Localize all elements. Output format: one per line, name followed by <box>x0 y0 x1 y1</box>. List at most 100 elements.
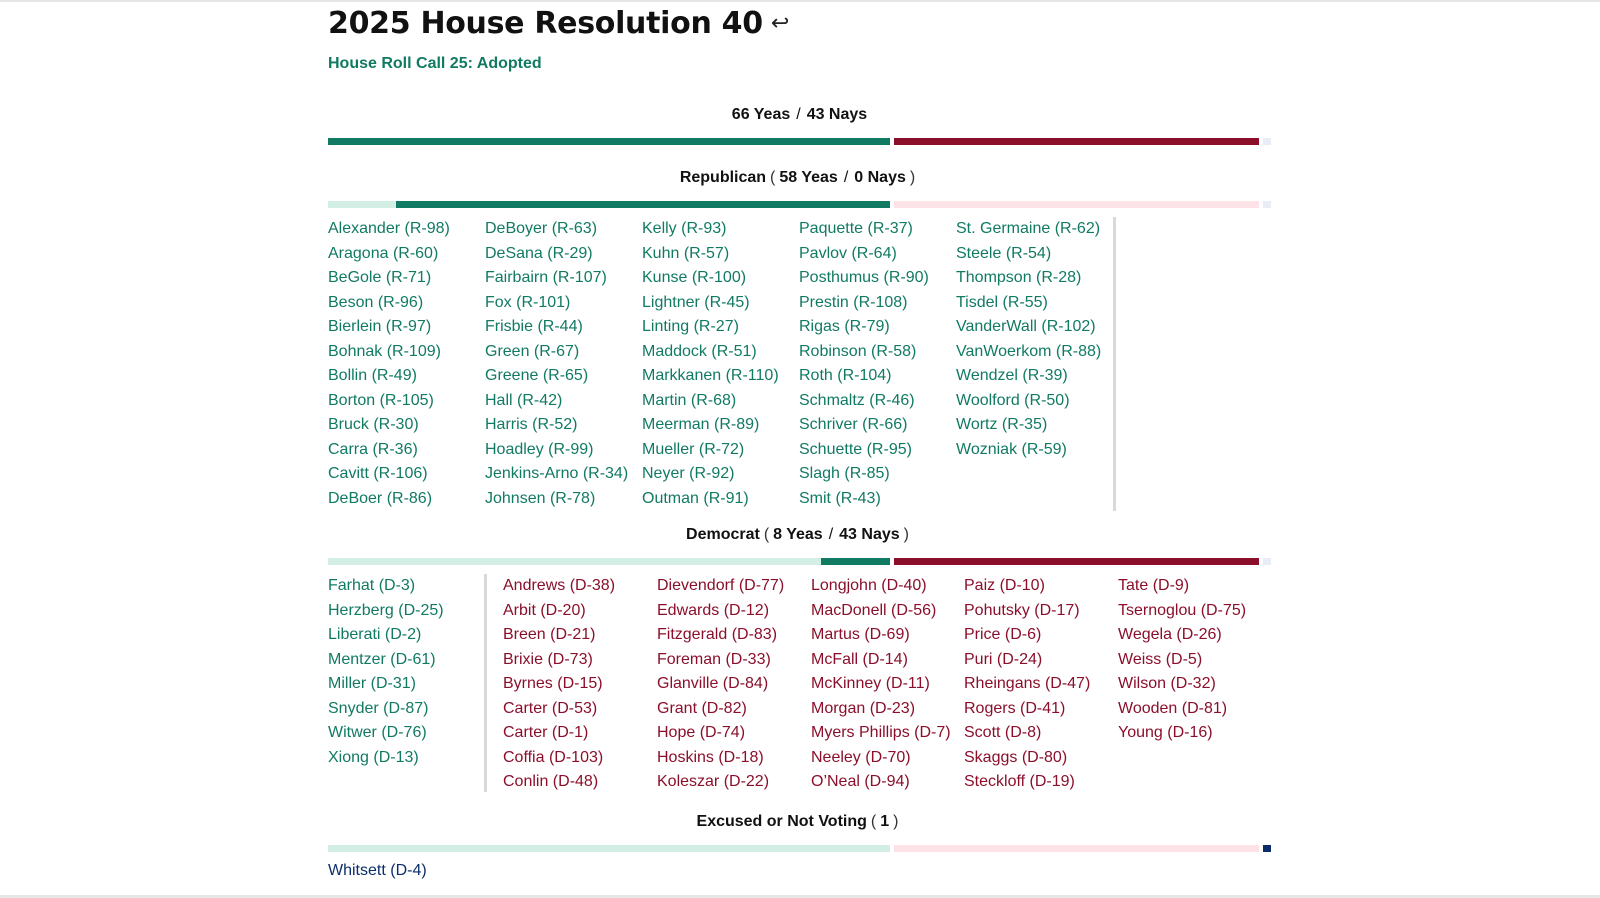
member-link[interactable]: St. Germaine (R-62) <box>956 220 1101 237</box>
member-link[interactable]: Arbit (D-20) <box>503 601 586 619</box>
member-link[interactable]: Wooden (D-81) <box>1118 699 1228 717</box>
member-link[interactable]: Hoadley (R-99) <box>485 440 594 458</box>
member-link[interactable]: Myers Phillips (D-7) <box>811 724 951 741</box>
member-link[interactable]: Beson (R-96) <box>328 293 424 311</box>
member-link[interactable]: Bierlein (R-97) <box>328 318 432 335</box>
member-link[interactable]: Glanville (D-84) <box>657 675 769 692</box>
member-link[interactable]: Steele (R-54) <box>956 244 1052 262</box>
member-link[interactable]: Morgan (D-23) <box>811 699 916 717</box>
member-link[interactable]: Wozniak (R-59) <box>956 440 1067 458</box>
member-link[interactable]: Fitzgerald (D-83) <box>657 626 778 643</box>
member-link[interactable]: Herzberg (D-25) <box>328 601 444 619</box>
member-link[interactable]: Price (D-6) <box>964 626 1042 643</box>
member-link[interactable]: Coffia (D-103) <box>503 748 604 766</box>
member-link[interactable]: Dievendorf (D-77) <box>657 577 785 594</box>
member-link[interactable]: Kelly (R-93) <box>642 220 727 237</box>
member-link[interactable]: VanderWall (R-102) <box>956 318 1096 335</box>
member-link[interactable]: Mueller (R-72) <box>642 440 745 458</box>
member-link[interactable]: McKinney (D-11) <box>811 675 930 692</box>
member-link[interactable]: Jenkins-Arno (R-34) <box>485 465 629 482</box>
member-link[interactable]: Neeley (D-70) <box>811 748 911 766</box>
member-link[interactable]: Andrews (D-38) <box>503 577 616 594</box>
member-link[interactable]: Alexander (R-98) <box>328 220 450 237</box>
member-link[interactable]: Johnsen (R-78) <box>485 489 596 507</box>
member-link[interactable]: Linting (R-27) <box>642 318 739 335</box>
member-link[interactable]: Wortz (R-35) <box>956 416 1048 433</box>
member-link[interactable]: Tate (D-9) <box>1118 577 1190 594</box>
member-link[interactable]: Roth (R-104) <box>799 367 892 384</box>
member-link[interactable]: Schmaltz (R-46) <box>799 391 915 409</box>
member-link[interactable]: Borton (R-105) <box>328 391 434 409</box>
member-link[interactable]: Schuette (R-95) <box>799 440 912 458</box>
member-link[interactable]: Liberati (D-2) <box>328 626 422 643</box>
member-link[interactable]: BeGole (R-71) <box>328 269 432 286</box>
member-link[interactable]: Bruck (R-30) <box>328 416 419 433</box>
member-link[interactable]: Farhat (D-3) <box>328 577 416 594</box>
member-link[interactable]: Young (D-16) <box>1118 724 1213 741</box>
member-link[interactable]: Paquette (R-37) <box>799 220 913 237</box>
member-link[interactable]: Posthumus (R-90) <box>799 269 929 286</box>
member-link[interactable]: Wendzel (R-39) <box>956 367 1068 384</box>
member-link[interactable]: Koleszar (D-22) <box>657 773 770 790</box>
member-link[interactable]: Kuhn (R-57) <box>642 244 730 262</box>
member-link[interactable]: Fox (R-101) <box>485 293 571 311</box>
member-link[interactable]: DeSana (R-29) <box>485 244 593 262</box>
member-link[interactable]: Rheingans (D-47) <box>964 675 1091 692</box>
member-link[interactable]: Carter (D-1) <box>503 724 589 741</box>
member-link[interactable]: Kunse (R-100) <box>642 269 747 286</box>
member-link[interactable]: Outman (R-91) <box>642 489 749 507</box>
member-link[interactable]: Longjohn (D-40) <box>811 577 927 594</box>
member-link[interactable]: Hall (R-42) <box>485 391 563 409</box>
member-link[interactable]: Xiong (D-13) <box>328 748 419 766</box>
member-link[interactable]: Hoskins (D-18) <box>657 748 764 766</box>
member-link[interactable]: Tisdel (R-55) <box>956 293 1048 311</box>
member-link[interactable]: O’Neal (D-94) <box>811 773 910 790</box>
member-link[interactable]: Witwer (D-76) <box>328 724 427 741</box>
member-link[interactable]: Maddock (R-51) <box>642 342 757 360</box>
member-link[interactable]: Mentzer (D-61) <box>328 650 436 668</box>
member-link[interactable]: VanWoerkom (R-88) <box>956 342 1102 360</box>
member-link[interactable]: Meerman (R-89) <box>642 416 760 433</box>
member-link[interactable]: Brixie (D-73) <box>503 650 593 668</box>
member-link[interactable]: Bollin (R-49) <box>328 367 417 384</box>
member-link[interactable]: Pohutsky (D-17) <box>964 601 1080 619</box>
member-link[interactable]: Puri (D-24) <box>964 650 1043 668</box>
member-link[interactable]: Foreman (D-33) <box>657 650 771 668</box>
member-link[interactable]: Steckloff (D-19) <box>964 773 1075 790</box>
member-link[interactable]: MacDonell (D-56) <box>811 601 937 619</box>
member-link[interactable]: Rigas (R-79) <box>799 318 890 335</box>
member-link[interactable]: Smit (R-43) <box>799 489 881 507</box>
member-link[interactable]: Conlin (D-48) <box>503 773 599 790</box>
member-link[interactable]: DeBoyer (R-63) <box>485 220 598 237</box>
member-link[interactable]: Lightner (R-45) <box>642 293 750 311</box>
member-link[interactable]: Weiss (D-5) <box>1118 650 1203 668</box>
member-link[interactable]: Fairbairn (R-107) <box>485 269 607 286</box>
member-link[interactable]: Miller (D-31) <box>328 675 416 692</box>
member-link[interactable]: Thompson (R-28) <box>956 269 1082 286</box>
member-link[interactable]: McFall (D-14) <box>811 650 908 668</box>
member-link[interactable]: Grant (D-82) <box>657 699 747 717</box>
member-link[interactable]: Prestin (R-108) <box>799 293 908 311</box>
member-link[interactable]: Markkanen (R-110) <box>642 367 779 384</box>
member-link[interactable]: Cavitt (R-106) <box>328 465 428 482</box>
member-link[interactable]: Rogers (D-41) <box>964 699 1066 717</box>
member-link[interactable]: Skaggs (D-80) <box>964 748 1068 766</box>
member-link[interactable]: Scott (D-8) <box>964 724 1042 741</box>
member-link[interactable]: Greene (R-65) <box>485 367 589 384</box>
member-link[interactable]: Schriver (R-66) <box>799 416 908 433</box>
member-link[interactable]: DeBoer (R-86) <box>328 489 433 507</box>
member-link[interactable]: Bohnak (R-109) <box>328 342 441 360</box>
member-link[interactable]: Byrnes (D-15) <box>503 675 603 692</box>
member-link[interactable]: Pavlov (R-64) <box>799 244 897 262</box>
member-link[interactable]: Tsernoglou (D-75) <box>1118 601 1247 619</box>
member-link[interactable]: Wilson (D-32) <box>1118 675 1216 692</box>
member-link[interactable]: Snyder (D-87) <box>328 699 429 717</box>
member-link[interactable]: Wegela (D-26) <box>1118 626 1222 643</box>
member-link[interactable]: Carter (D-53) <box>503 699 598 717</box>
return-icon[interactable]: ↩ <box>770 11 789 36</box>
member-link[interactable]: Woolford (R-50) <box>956 391 1070 409</box>
member-link[interactable]: Harris (R-52) <box>485 416 578 433</box>
member-link[interactable]: Edwards (D-12) <box>657 601 770 619</box>
member-link[interactable]: Martus (D-69) <box>811 626 910 643</box>
member-link[interactable]: Whitsett (D-4) <box>328 862 427 879</box>
